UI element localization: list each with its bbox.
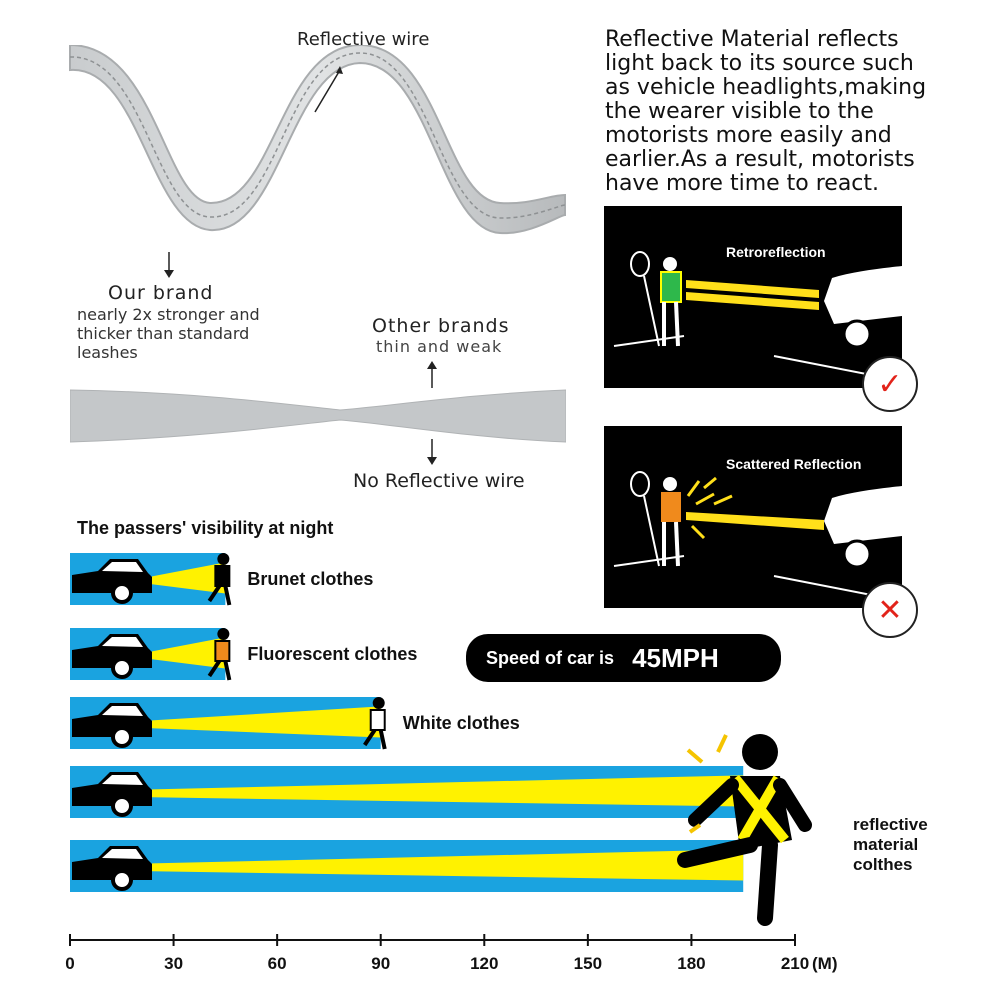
pedestrian-leg: [207, 659, 222, 678]
scattered-reflection-title: Scattered Reflection: [726, 456, 862, 472]
speed-label: Speed of car is: [486, 647, 615, 668]
reflective-material-label: reflective material colthes: [853, 815, 928, 874]
pedestrian-head: [372, 697, 385, 709]
other-brands-description: thin and weak: [376, 337, 503, 356]
row-label: White clothes: [403, 713, 520, 733]
axis-tick-label: 90: [371, 954, 390, 973]
axis-unit-label: (M): [812, 954, 837, 973]
speed-value: 45MPH: [632, 642, 719, 673]
pedestrian-leg: [363, 728, 377, 747]
thin-strap-image: [70, 389, 566, 443]
headlight-beam: [152, 706, 381, 738]
retroreflection-illustration: [613, 251, 902, 382]
car-icon: [72, 634, 152, 679]
axis-tick-label: 120: [470, 954, 498, 973]
axis-tick-label: 0: [65, 954, 74, 973]
headlight-beam: [152, 562, 226, 594]
cross-icon: ✕: [862, 582, 918, 638]
scattered-reflection-panel: Scattered Reflection: [604, 426, 902, 608]
pedestrian-leg: [378, 729, 387, 750]
car-icon: [72, 846, 152, 891]
no-reflective-wire-label: No Reflective wire: [353, 470, 525, 492]
runner-arm: [688, 778, 739, 827]
car-icon: [72, 703, 152, 748]
reflective-wire-label: Reflective wire: [297, 29, 430, 50]
speed-pill: Speed of car is 45MPH: [466, 634, 781, 682]
runner-head: [742, 734, 778, 770]
down-arrow-icon: [164, 252, 174, 278]
pedestrian-leg: [223, 660, 232, 681]
reflective-strap-coil-image: [69, 45, 566, 235]
headlight-beam: [152, 637, 226, 669]
check-icon: ✓: [862, 356, 918, 412]
pedestrian-head: [217, 553, 230, 565]
pedestrian-leg: [207, 584, 222, 603]
row-label: Fluorescent clothes: [247, 644, 417, 664]
down-arrow-icon: [427, 439, 437, 465]
our-brand-description: nearly 2x stronger and thicker than stan…: [77, 305, 260, 362]
pedestrian-body: [369, 709, 386, 731]
scattered-reflection-illustration: [613, 471, 902, 602]
reflective-wire-arrow: [314, 66, 343, 113]
axis-tick-label: 180: [677, 954, 705, 973]
retroreflection-title: Retroreflection: [726, 244, 826, 260]
scatter-arrow: [688, 823, 702, 834]
car-icon: [72, 559, 152, 604]
scatter-arrow: [686, 748, 704, 764]
pedestrian-leg: [223, 585, 232, 606]
visibility-title: The passers' visibility at night: [77, 518, 334, 538]
axis-tick-label: 150: [574, 954, 602, 973]
runner-leg: [677, 837, 758, 868]
axis-tick-label: 30: [164, 954, 183, 973]
headlight-beam: [152, 849, 744, 881]
runner-arm: [773, 778, 812, 832]
reflective-info-text: Reflective Material reflects light back …: [605, 27, 927, 196]
axis-tick-label: 210: [781, 954, 809, 973]
pedestrian-body: [214, 565, 231, 587]
reflective-sash: [737, 775, 783, 843]
pedestrian-body: [214, 640, 231, 662]
pedestrian-head: [217, 628, 230, 640]
visibility-chart: Brunet clothes Fluorescent clothes White c…: [65, 553, 837, 973]
row-label: Brunet clothes: [247, 569, 373, 589]
axis-tick-label: 60: [268, 954, 287, 973]
up-arrow-icon: [427, 361, 437, 388]
other-brands-title: Other brands: [372, 315, 510, 337]
runner-leg: [757, 837, 778, 926]
retroreflection-panel: Retroreflection: [604, 206, 902, 388]
scatter-arrow: [716, 734, 728, 753]
headlight-beam: [152, 775, 744, 807]
our-brand-title: Our brand: [108, 282, 214, 304]
car-icon: [72, 772, 152, 817]
